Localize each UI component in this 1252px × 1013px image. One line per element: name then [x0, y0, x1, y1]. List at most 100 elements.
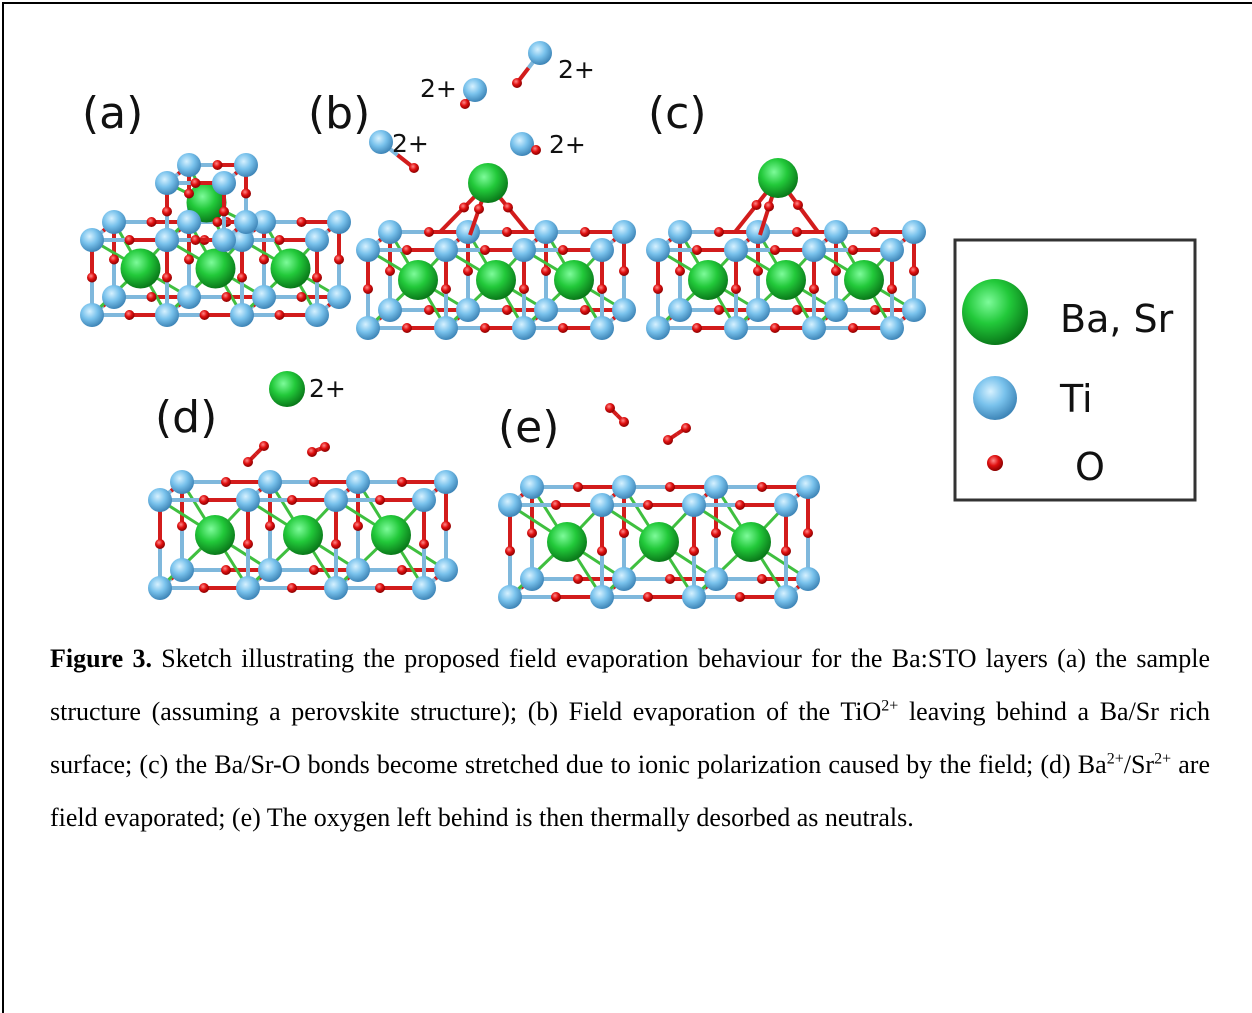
- o-atom: [573, 574, 583, 584]
- o-atom: [353, 521, 363, 531]
- ti-atom: [102, 210, 126, 234]
- o-atom: [692, 323, 702, 333]
- ti-atom: [456, 298, 480, 322]
- superscript: 2+: [1107, 750, 1124, 767]
- o-atom: [424, 305, 434, 315]
- ti-atom: [324, 576, 348, 600]
- o-atom: [770, 245, 780, 255]
- ti-atom: [434, 470, 458, 494]
- ti-atom: [177, 153, 201, 177]
- ba-atom: [398, 260, 438, 300]
- o-atom: [221, 477, 231, 487]
- ba-atom: [476, 260, 516, 300]
- o-atom: [551, 592, 561, 602]
- o-atom: [287, 495, 297, 505]
- o-atom: [792, 227, 802, 237]
- ti-atom: [369, 130, 393, 154]
- o-atom: [162, 273, 172, 283]
- o-atom: [689, 546, 699, 556]
- ti-atom: [746, 220, 770, 244]
- ba-atom: [271, 249, 311, 289]
- o-atom: [184, 255, 194, 265]
- o-atom: [519, 284, 529, 294]
- ti-atom: [212, 171, 236, 195]
- o-atom: [460, 99, 470, 109]
- o-atom: [502, 305, 512, 315]
- ba-atom: [766, 260, 806, 300]
- o-atom: [580, 305, 590, 315]
- o-atom: [597, 546, 607, 556]
- ti-atom: [612, 475, 636, 499]
- ti-atom: [346, 470, 370, 494]
- o-atom: [307, 447, 317, 457]
- o-atom: [177, 521, 187, 531]
- o-atom: [463, 266, 473, 276]
- panel-label: (d): [155, 392, 217, 443]
- ti-atom: [590, 238, 614, 262]
- o-atom: [665, 574, 675, 584]
- ti-atom: [80, 228, 104, 252]
- o-atom: [757, 574, 767, 584]
- o-atom: [363, 284, 373, 294]
- page: (a) (b) (c) (d) (e) Ba, Sr Ti O 2+2+2+2+…: [0, 0, 1252, 1013]
- ti-atom: [534, 220, 558, 244]
- o-atom: [199, 583, 209, 593]
- o-atom: [527, 528, 537, 538]
- o-atom: [162, 207, 172, 217]
- ba-atom: [547, 522, 587, 562]
- ti-atom: [327, 285, 351, 309]
- ba-atom: [758, 158, 798, 198]
- ti-atom: [463, 78, 487, 102]
- panel-label: (b): [308, 88, 370, 139]
- ti-atom: [824, 298, 848, 322]
- ti-atom: [258, 470, 282, 494]
- o-atom: [803, 528, 813, 538]
- o-atom: [558, 245, 568, 255]
- o-atom: [605, 403, 615, 413]
- o-atom: [424, 227, 434, 237]
- o-atom: [681, 423, 691, 433]
- o-atom: [222, 292, 232, 302]
- ti-atom: [902, 298, 926, 322]
- charge-label: 2+: [309, 374, 346, 403]
- o-atom: [397, 565, 407, 575]
- ti-atom: [252, 285, 276, 309]
- o-atom: [402, 323, 412, 333]
- o-atom: [199, 495, 209, 505]
- ti-atom: [510, 132, 534, 156]
- o-atom: [792, 305, 802, 315]
- o-atom: [757, 482, 767, 492]
- o-atom: [714, 227, 724, 237]
- o-atom: [259, 255, 269, 265]
- ti-atom: [305, 228, 329, 252]
- o-atom: [459, 203, 469, 213]
- charge-label: 2+: [420, 74, 457, 103]
- o-atom: [753, 266, 763, 276]
- legend-label: O: [1075, 445, 1105, 489]
- ti-atom: [774, 585, 798, 609]
- ti-atom: [668, 220, 692, 244]
- o-atom: [619, 266, 629, 276]
- ti-atom: [412, 488, 436, 512]
- o-atom: [155, 539, 165, 549]
- o-atom: [480, 323, 490, 333]
- o-atom: [243, 539, 253, 549]
- ti-atom: [155, 303, 179, 327]
- ba-atom: [283, 515, 323, 555]
- ti-atom: [612, 567, 636, 591]
- o-atom: [297, 292, 307, 302]
- ti-atom: [704, 475, 728, 499]
- o-atom: [531, 145, 541, 155]
- o-atom: [213, 160, 223, 170]
- o-atom: [331, 539, 341, 549]
- ti-atom: [590, 316, 614, 340]
- o-atom: [848, 323, 858, 333]
- panel-label: (e): [498, 402, 559, 453]
- ti-atom: [378, 220, 402, 244]
- o-atom: [200, 310, 210, 320]
- ti-atom: [258, 558, 282, 582]
- ti-atom: [305, 303, 329, 327]
- o-atom: [297, 217, 307, 227]
- o-atom: [831, 266, 841, 276]
- o-atom: [505, 546, 515, 556]
